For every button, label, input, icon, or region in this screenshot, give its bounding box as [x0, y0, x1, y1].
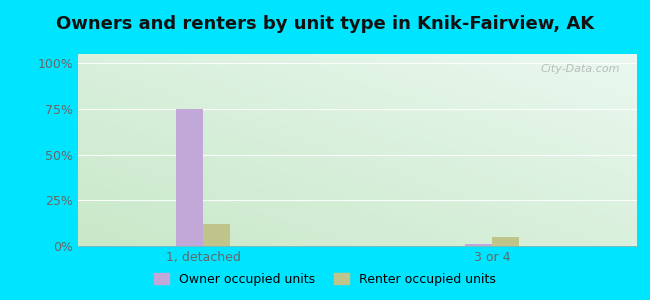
Bar: [465, 244, 493, 246]
Bar: [493, 237, 519, 246]
Bar: [203, 224, 230, 246]
Bar: [176, 109, 203, 246]
Legend: Owner occupied units, Renter occupied units: Owner occupied units, Renter occupied un…: [149, 268, 501, 291]
Text: Owners and renters by unit type in Knik-Fairview, AK: Owners and renters by unit type in Knik-…: [56, 15, 594, 33]
Text: City-Data.com: City-Data.com: [541, 64, 620, 74]
